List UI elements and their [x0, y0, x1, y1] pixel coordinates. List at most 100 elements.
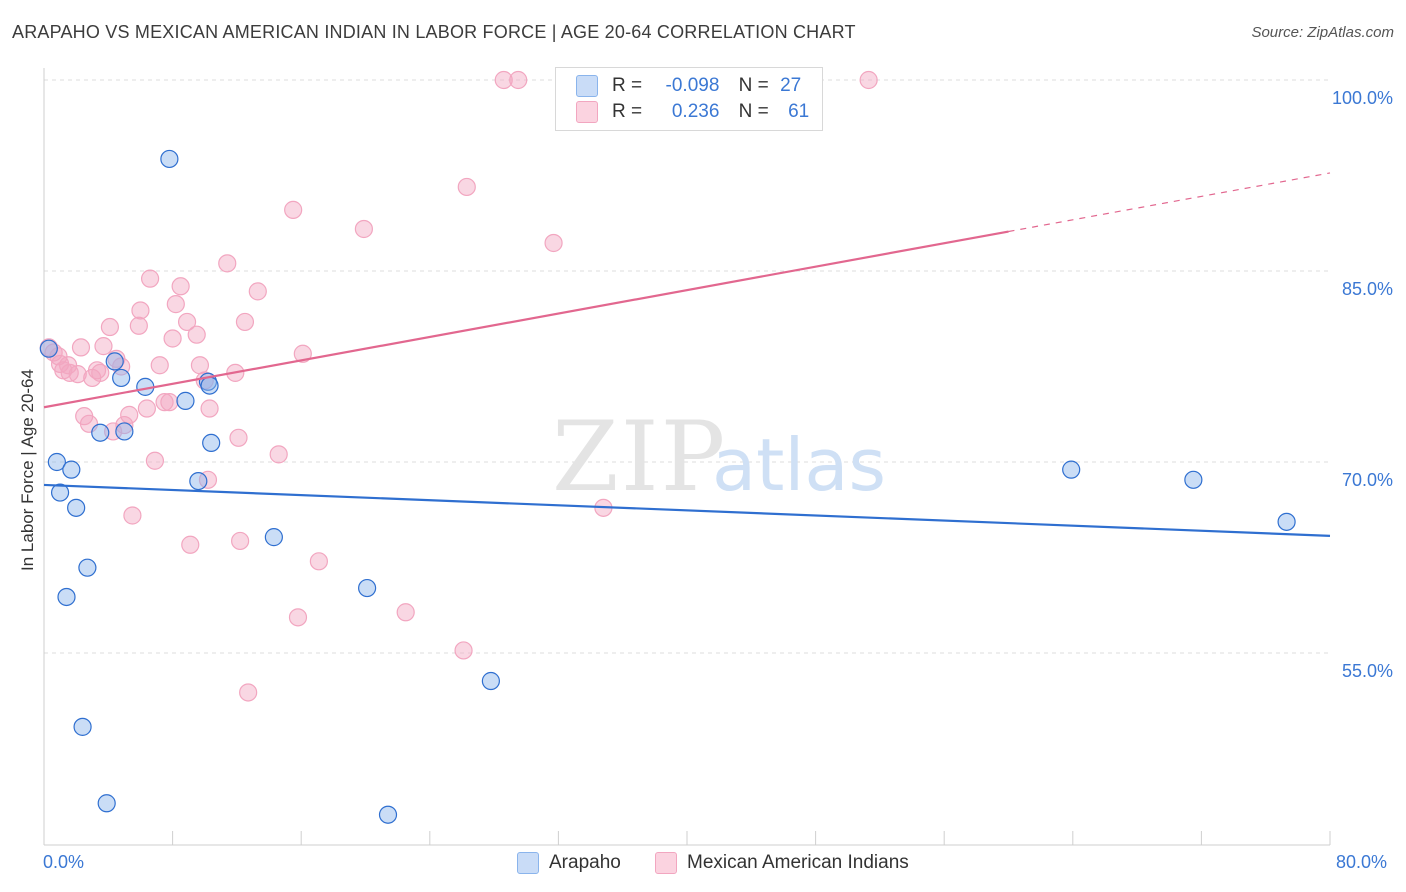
legend-r-value: 0.236: [671, 101, 720, 123]
chart-title: ARAPAHO VS MEXICAN AMERICAN INDIAN IN LA…: [12, 22, 856, 42]
point-mexican-american-indians: [859, 70, 878, 90]
point-mexican-american-indians: [457, 177, 476, 197]
bottom-legend-swatch-arapaho: [517, 852, 539, 874]
point-arapaho: [73, 717, 92, 736]
point-mexican-american-indians: [396, 603, 415, 622]
point-arapaho: [202, 433, 221, 452]
point-mexican-american-indians: [71, 338, 91, 357]
point-arapaho: [189, 472, 208, 491]
point-mexican-american-indians: [100, 317, 120, 337]
point-mexican-american-indians: [129, 316, 148, 335]
point-arapaho: [1062, 460, 1081, 479]
bottom-legend-label-mexican: Mexican American Indians: [687, 852, 909, 874]
point-mexican-american-indians: [454, 641, 473, 660]
y-tick-label: 55.0%: [1342, 661, 1393, 681]
point-mexican-american-indians: [200, 399, 219, 418]
point-mexican-american-indians: [160, 393, 179, 412]
watermark-zip: ZIP: [552, 401, 727, 513]
bottom-legend-mexican: Mexican American Indians: [655, 852, 909, 874]
point-mexican-american-indians: [187, 325, 206, 344]
point-mexican-american-indians: [354, 219, 373, 239]
point-mexican-american-indians: [509, 70, 528, 90]
legend-swatch-arapaho: [576, 75, 598, 97]
source-label: Source: ZipAtlas.com: [1251, 24, 1394, 41]
point-arapaho: [105, 352, 124, 371]
point-arapaho: [1184, 470, 1203, 489]
point-mexican-american-indians: [494, 70, 513, 90]
point-mexican-american-indians: [145, 451, 165, 470]
watermark: ZIP atlas: [552, 401, 886, 513]
y-tick-label: 85.0%: [1342, 279, 1393, 299]
y-tick-labels: 55.0% 70.0% 85.0% 100.0%: [1332, 88, 1393, 681]
point-arapaho: [481, 671, 500, 691]
legend-n-value: 61: [788, 101, 810, 123]
point-mexican-american-indians: [137, 399, 156, 418]
legend-swatch-mexican: [576, 101, 598, 123]
legend-row-arapaho: R = -0.098 N = 27: [576, 75, 801, 101]
point-arapaho: [115, 422, 134, 441]
point-mexican-american-indians: [218, 254, 237, 273]
point-arapaho: [112, 368, 131, 388]
point-mexican-american-indians: [269, 445, 288, 464]
point-arapaho: [176, 391, 195, 410]
point-arapaho: [358, 578, 377, 598]
x-tick-max: 80.0%: [1336, 852, 1388, 872]
point-mexican-american-indians: [171, 277, 190, 296]
legend-row-mexican: R = 0.236 N = 61: [576, 101, 809, 127]
point-arapaho: [1277, 512, 1296, 531]
point-mexican-american-indians: [284, 200, 303, 219]
point-mexican-american-indians: [166, 295, 185, 314]
point-mexican-american-indians: [198, 470, 218, 489]
point-mexican-american-indians: [140, 269, 160, 288]
trend-line-mexican: [43, 230, 1009, 409]
point-arapaho: [62, 460, 81, 479]
legend-n-label: N =: [738, 75, 769, 97]
point-mexican-american-indians: [115, 415, 134, 435]
point-arapaho: [47, 452, 66, 472]
point-mexican-american-indians: [68, 365, 87, 384]
point-arapaho: [57, 587, 76, 607]
trend-line-arapaho: [43, 483, 1331, 537]
correlation-legend: R = -0.098 N = 27 R = 0.236 N = 61: [555, 67, 823, 131]
legend-r-value: -0.098: [665, 75, 720, 97]
point-mexican-american-indians: [309, 552, 328, 571]
x-tick-min: 0.0%: [43, 852, 85, 872]
point-mexican-american-indians: [288, 608, 308, 627]
point-mexican-american-indians: [229, 428, 248, 447]
point-mexican-american-indians: [94, 337, 113, 356]
legend-r-label: R =: [612, 75, 643, 97]
point-mexican-american-indians: [177, 312, 197, 332]
point-mexican-american-indians: [150, 356, 169, 375]
bottom-legend-label-arapaho: Arapaho: [549, 852, 621, 874]
point-mexican-american-indians: [155, 393, 174, 412]
y-tick-label: 70.0%: [1342, 470, 1393, 490]
point-mexican-american-indians: [120, 405, 139, 424]
legend-n-label: N =: [738, 101, 769, 123]
point-arapaho: [50, 483, 70, 502]
point-mexican-american-indians: [239, 683, 258, 702]
point-mexican-american-indians: [163, 329, 182, 348]
trend-line-mexican-extension: [1008, 172, 1331, 233]
watermark-atlas: atlas: [712, 423, 886, 507]
point-mexican-american-indians: [190, 356, 210, 375]
point-arapaho: [378, 805, 398, 824]
point-arapaho: [67, 498, 86, 517]
point-arapaho: [78, 558, 97, 577]
point-mexican-american-indians: [248, 282, 267, 301]
y-tick-label: 100.0%: [1332, 88, 1393, 108]
y-axis-label: In Labor Force | Age 20-64: [18, 369, 37, 571]
point-arapaho: [97, 794, 116, 813]
point-arapaho: [264, 528, 283, 547]
point-mexican-american-indians: [293, 344, 312, 363]
point-mexican-american-indians: [235, 312, 255, 332]
point-arapaho: [160, 149, 179, 169]
legend-r-label: R =: [612, 101, 643, 123]
point-mexican-american-indians: [123, 506, 142, 525]
point-arapaho: [39, 339, 58, 358]
point-mexican-american-indians: [181, 535, 200, 554]
legend-n-value: 27: [780, 75, 802, 97]
bottom-legend-arapaho: Arapaho: [517, 852, 621, 874]
point-mexican-american-indians: [231, 531, 250, 551]
trend-lines: [43, 172, 1331, 537]
